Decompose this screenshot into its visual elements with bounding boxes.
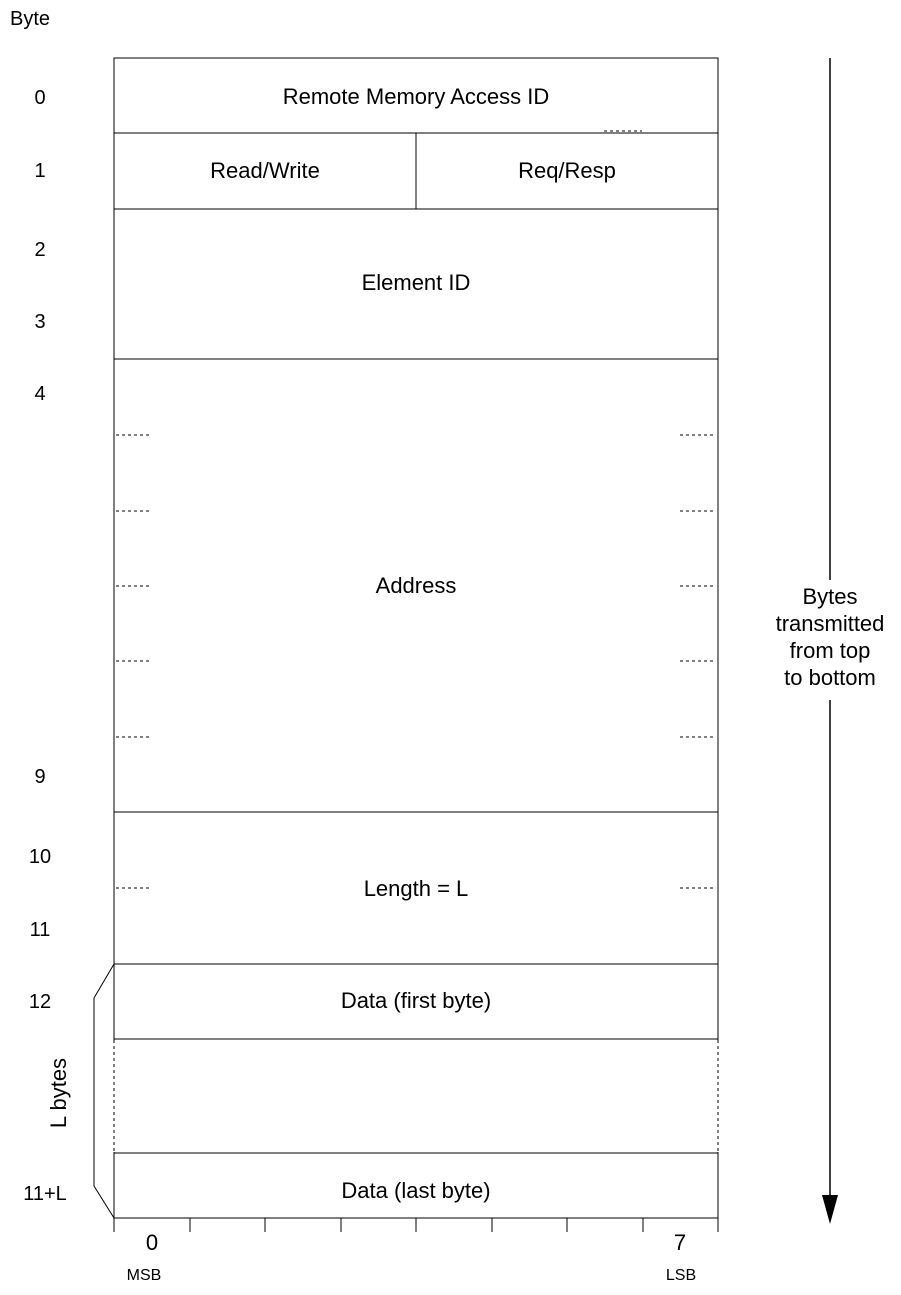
note-line: to bottom	[784, 665, 876, 690]
byte-label: 11	[29, 919, 51, 941]
byte-label: 1	[34, 160, 46, 182]
bit-label-last: 7	[673, 1230, 687, 1255]
byte-label: 12	[28, 991, 52, 1013]
field-data-last: Data (last byte)	[341, 1178, 491, 1203]
note-line: from top	[789, 638, 871, 663]
note-line: Bytes	[802, 584, 858, 609]
field-address: Address	[375, 573, 457, 598]
byte-label: 11+L	[23, 1183, 67, 1205]
byte-label: 9	[34, 766, 46, 788]
field-read-write: Read/Write	[210, 158, 320, 183]
byte-column-header: Byte	[10, 8, 51, 30]
byte-label: 4	[34, 383, 46, 405]
lsb-label: LSB	[665, 1267, 697, 1284]
byte-label: 0	[34, 87, 46, 109]
field-req-resp: Req/Resp	[518, 158, 616, 183]
bit-label-first: 0	[145, 1230, 159, 1255]
packet-outline	[113, 57, 719, 1219]
byte-label: 10	[28, 846, 52, 868]
transmission-note: Bytes transmitted from top to bottom	[760, 583, 900, 691]
note-line: transmitted	[775, 611, 885, 636]
field-element-id: Element ID	[361, 270, 471, 295]
byte-label: 2	[34, 239, 46, 261]
l-bytes-brace	[93, 963, 115, 1219]
field-length: Length = L	[363, 876, 469, 901]
direction-arrowhead	[822, 1195, 838, 1224]
l-bytes-label: L bytes	[46, 1057, 71, 1129]
byte-label: 3	[34, 311, 46, 333]
field-rma-id: Remote Memory Access ID	[282, 84, 550, 109]
msb-label: MSB	[126, 1267, 162, 1284]
field-data-first: Data (first byte)	[340, 988, 492, 1013]
